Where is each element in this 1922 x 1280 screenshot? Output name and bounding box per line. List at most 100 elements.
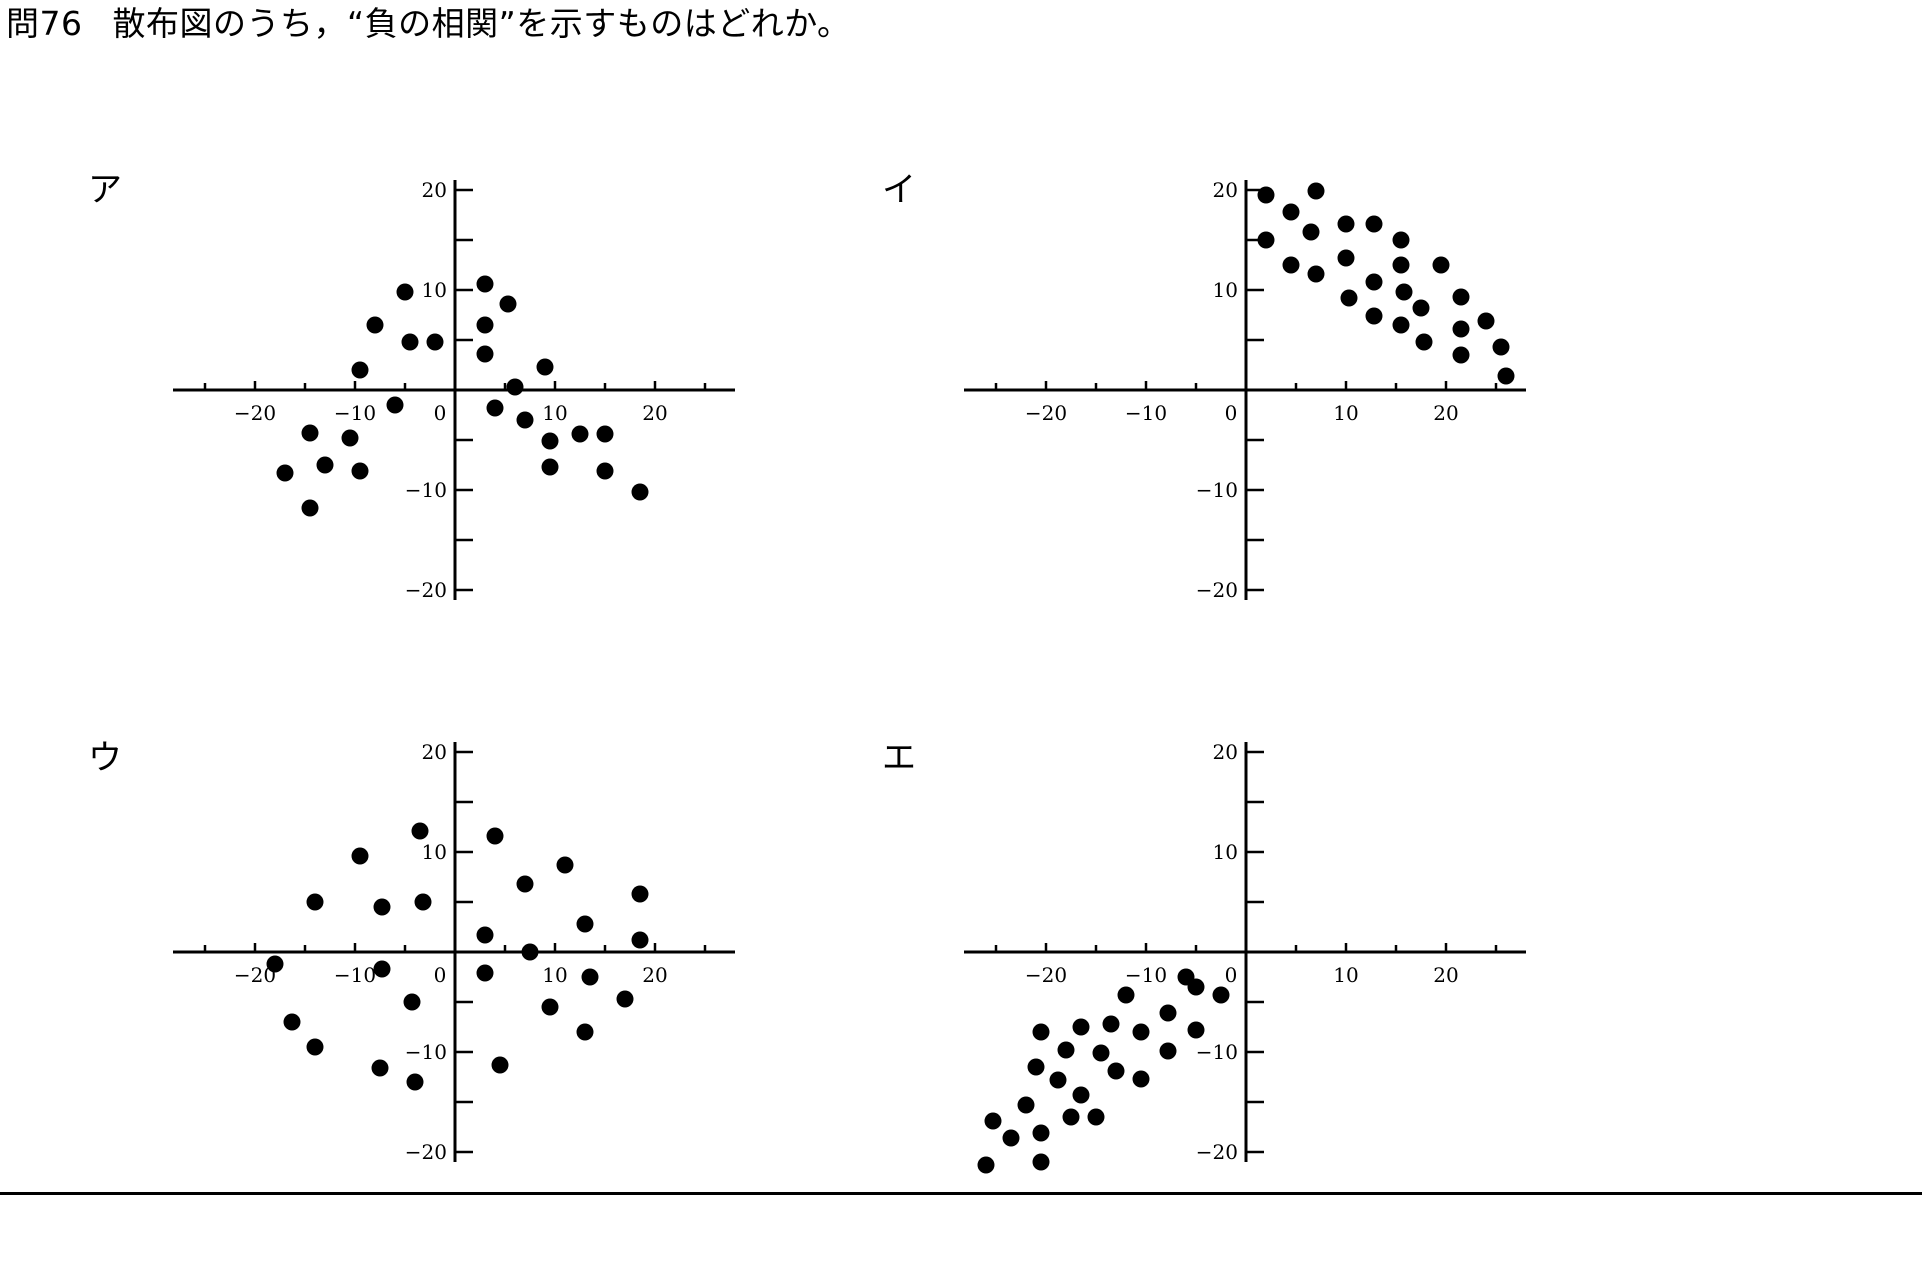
data-point bbox=[576, 1023, 594, 1041]
data-point bbox=[491, 1056, 509, 1074]
panel-label-u: ウ bbox=[88, 738, 122, 778]
data-point bbox=[1452, 288, 1470, 306]
data-point bbox=[1049, 1071, 1067, 1089]
data-point bbox=[1257, 186, 1275, 204]
data-point bbox=[1057, 1041, 1075, 1059]
x-tick-label: −20 bbox=[1025, 401, 1067, 425]
x-tick-label: 10 bbox=[1333, 401, 1358, 425]
y-tick-label: −10 bbox=[1196, 1040, 1238, 1064]
data-point bbox=[414, 893, 432, 911]
y-tick-label: 10 bbox=[1213, 840, 1238, 864]
scatter-panel-e: エ −20 −10 0 10 20 20 10 −10 −20 bbox=[0, 720, 1526, 1280]
data-point bbox=[631, 483, 649, 501]
x-tick-label: −10 bbox=[334, 963, 376, 987]
x-tick-label: 20 bbox=[642, 963, 667, 987]
data-point bbox=[283, 1013, 301, 1031]
data-point bbox=[1340, 289, 1358, 307]
data-point bbox=[401, 333, 419, 351]
data-point bbox=[977, 1156, 995, 1174]
data-point bbox=[596, 462, 614, 480]
y-tick-label: 20 bbox=[1213, 178, 1238, 202]
y-tick-label: −20 bbox=[405, 578, 447, 602]
y-tick-label: 20 bbox=[1213, 740, 1238, 764]
data-point bbox=[576, 915, 594, 933]
x-tick-label: −20 bbox=[1025, 963, 1067, 987]
data-point bbox=[516, 411, 534, 429]
data-point bbox=[1032, 1023, 1050, 1041]
data-point bbox=[556, 856, 574, 874]
y-tick-label: −20 bbox=[1196, 578, 1238, 602]
data-point bbox=[521, 943, 539, 961]
y-tick-label: 20 bbox=[422, 740, 447, 764]
data-point bbox=[1257, 231, 1275, 249]
data-point bbox=[1392, 256, 1410, 274]
data-point bbox=[1452, 320, 1470, 338]
scatter-panel-a: ア −20 −10 0 10 20 20 10 −10 −20 bbox=[0, 150, 940, 710]
data-point bbox=[1432, 256, 1450, 274]
x-tick-label: 20 bbox=[1433, 401, 1458, 425]
data-point bbox=[1117, 986, 1135, 1004]
y-tick-label: −10 bbox=[405, 478, 447, 502]
data-point bbox=[1392, 231, 1410, 249]
data-point bbox=[1032, 1124, 1050, 1142]
data-point bbox=[411, 822, 429, 840]
data-point bbox=[1092, 1044, 1110, 1062]
data-point bbox=[984, 1112, 1002, 1130]
data-point bbox=[373, 898, 391, 916]
x-tick-label: 0 bbox=[1225, 963, 1238, 987]
data-point bbox=[351, 847, 369, 865]
data-point bbox=[306, 1038, 324, 1056]
data-point bbox=[341, 429, 359, 447]
data-point bbox=[1307, 182, 1325, 200]
data-point bbox=[1302, 223, 1320, 241]
data-point bbox=[486, 399, 504, 417]
y-tick-label: −10 bbox=[1196, 478, 1238, 502]
data-point bbox=[1392, 316, 1410, 334]
x-tick-label: 10 bbox=[542, 401, 567, 425]
data-point bbox=[316, 456, 334, 474]
data-point bbox=[1132, 1023, 1150, 1041]
scatter-panel-i: イ −20 −10 0 10 20 20 10 −10 −20 bbox=[0, 150, 1526, 710]
data-point bbox=[1212, 986, 1230, 1004]
question-heading: 問76 散布図のうち，“負の相関”を示すものはどれか。 bbox=[6, 2, 851, 46]
data-point bbox=[1132, 1070, 1150, 1088]
scatter-plot-svg: −20 −10 0 10 20 20 10 −10 −20 bbox=[964, 740, 1526, 1174]
data-point bbox=[536, 358, 554, 376]
data-point bbox=[1365, 215, 1383, 233]
data-point bbox=[1062, 1108, 1080, 1126]
data-point bbox=[426, 333, 444, 351]
data-point bbox=[306, 893, 324, 911]
data-point bbox=[1497, 367, 1515, 385]
data-point bbox=[486, 827, 504, 845]
scatter-plot-svg: −20 −10 0 10 20 20 10 −10 −20 bbox=[964, 178, 1526, 602]
y-tick-label: 10 bbox=[422, 278, 447, 302]
data-point bbox=[476, 316, 494, 334]
data-point bbox=[1452, 346, 1470, 364]
data-point bbox=[1337, 215, 1355, 233]
data-point bbox=[476, 275, 494, 293]
data-point bbox=[373, 960, 391, 978]
data-point bbox=[499, 295, 517, 313]
x-tick-label: 20 bbox=[642, 401, 667, 425]
data-point bbox=[1492, 338, 1510, 356]
data-point bbox=[1017, 1096, 1035, 1114]
data-point bbox=[276, 464, 294, 482]
data-point bbox=[1282, 203, 1300, 221]
data-point bbox=[1072, 1086, 1090, 1104]
data-point bbox=[516, 875, 534, 893]
data-point bbox=[631, 885, 649, 903]
panel-label-a: ア bbox=[88, 170, 122, 210]
x-tick-label: −20 bbox=[234, 401, 276, 425]
data-point bbox=[351, 361, 369, 379]
data-point bbox=[1395, 283, 1413, 301]
panel-label-e: エ bbox=[882, 738, 916, 778]
x-tick-label: 10 bbox=[1333, 963, 1358, 987]
data-point bbox=[1027, 1058, 1045, 1076]
x-tick-label: −10 bbox=[1125, 401, 1167, 425]
data-point bbox=[1415, 333, 1433, 351]
data-point bbox=[1102, 1015, 1120, 1033]
y-tick-label: −20 bbox=[405, 1140, 447, 1164]
data-point bbox=[1282, 256, 1300, 274]
data-point bbox=[301, 424, 319, 442]
data-point bbox=[541, 432, 559, 450]
